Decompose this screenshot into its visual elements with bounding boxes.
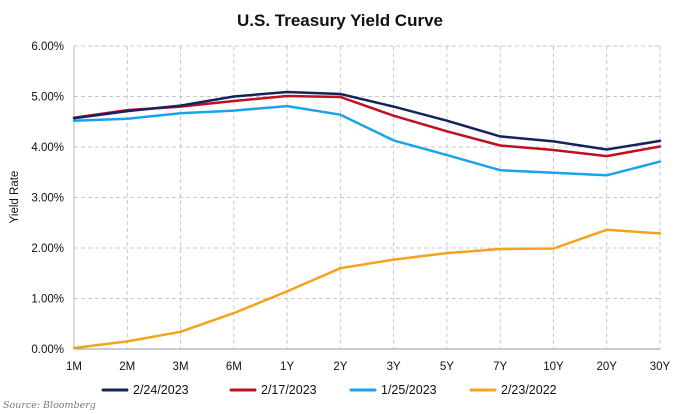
x-tick-label: 1M <box>66 361 82 373</box>
gridlines <box>73 45 661 350</box>
x-tick-label: 1Y <box>280 361 294 373</box>
legend: 2/24/2023 2/17/2023 1/25/2023 2/23/2022 <box>101 383 557 397</box>
series-line-2-23-2022 <box>72 228 662 350</box>
legend-item: 2/17/2023 <box>229 383 317 397</box>
chart-title: U.S. Treasury Yield Curve <box>237 11 443 30</box>
x-tick-label: 3Y <box>387 361 401 373</box>
legend-label: 2/24/2023 <box>133 383 189 397</box>
x-tick-label: 10Y <box>543 361 564 373</box>
x-tick-label: 20Y <box>596 361 617 373</box>
y-tick-labels: 0.00% 1.00% 2.00% 3.00% 4.00% 5.00% 6.00% <box>31 41 64 356</box>
x-tick-labels: 1M 2M 3M 6M 1Y 2Y 3Y 5Y 7Y 10Y 20Y 30Y <box>66 361 671 373</box>
x-tick-label: 7Y <box>493 361 507 373</box>
y-tick-label: 5.00% <box>31 92 64 104</box>
y-tick-label: 0.00% <box>31 344 64 356</box>
y-axis-label: Yield Rate <box>9 171 21 224</box>
y-tick-label: 4.00% <box>31 142 64 154</box>
y-tick-label: 2.00% <box>31 243 64 255</box>
x-tick-label: 6M <box>226 361 242 373</box>
legend-item: 2/23/2022 <box>469 383 557 397</box>
y-tick-label: 3.00% <box>31 193 64 205</box>
x-tick-label: 5Y <box>440 361 454 373</box>
x-tick-label: 30Y <box>650 361 671 373</box>
y-tick-label: 6.00% <box>31 41 64 53</box>
x-tick-label: 3M <box>173 361 189 373</box>
series-line-1-25-2023 <box>72 104 662 177</box>
x-tick-label: 2Y <box>333 361 347 373</box>
legend-item: 2/24/2023 <box>101 383 189 397</box>
legend-item: 1/25/2023 <box>349 383 437 397</box>
legend-label: 1/25/2023 <box>381 383 437 397</box>
source-note: Source: Bloomberg <box>3 400 96 411</box>
legend-label: 2/23/2022 <box>501 383 557 397</box>
x-tick-label: 2M <box>119 361 135 373</box>
series-line-2-24-2023 <box>72 90 662 151</box>
series-lines <box>72 90 662 350</box>
legend-label: 2/17/2023 <box>261 383 317 397</box>
y-tick-label: 1.00% <box>31 294 64 306</box>
